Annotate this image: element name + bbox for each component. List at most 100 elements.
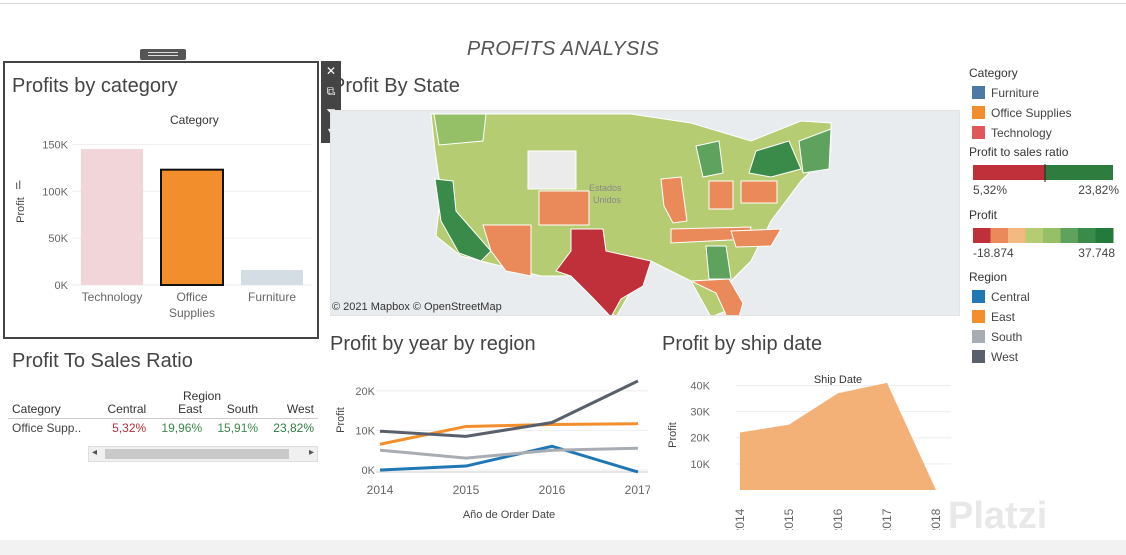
category-legend-item[interactable]: Technology [972,126,1119,140]
drag-handle[interactable] [140,49,186,60]
scroll-right-icon[interactable]: ▸ [308,447,314,458]
ratio-table: Category Central East South West Office Supp… [8,400,318,437]
line-east[interactable] [379,422,639,446]
y-axis-label: Profit [15,197,27,223]
profit-range-labels: -18.874 37.748 [969,246,1119,262]
table-cell[interactable]: 15,91% [217,421,259,435]
legend-swatch [972,290,985,303]
profit-ramp-step [1060,228,1079,243]
legend-label: East [991,310,1016,324]
x-tick-label: Supplies [169,306,215,320]
ratio-color-ramp[interactable] [969,164,1115,182]
legend-label: Central [991,290,1030,304]
table-cell[interactable]: 23,82% [273,421,314,435]
map-canvas: Estados Unidos [331,111,959,315]
table-cell[interactable]: 19,96% [161,421,203,435]
bar-chart-icon: ıl [15,178,21,192]
y-tick-label: 20K [690,433,710,445]
x-tick-label: 2015 [782,508,796,530]
x-tick-label: 2016 [539,483,566,497]
legend-label: West [991,350,1019,364]
legend-panel: Category Furniture Office Supplies Technol… [969,66,1119,364]
y-tick-label: 150K [42,139,68,151]
x-tick-label: Technology [82,290,143,304]
line-south[interactable] [379,446,639,460]
profit-by-year-chart: Profit 0K 10K 20K 2014 2015 2016 2017 Año de Ord… [335,379,650,521]
ratio-table-row[interactable]: Office Supp.. 5,32% 19,96% 15,91% 23,82% [8,418,318,438]
category-legend: Furniture Office Supplies Technology [969,86,1119,140]
y-axis-label: Profit [667,422,679,448]
line-central[interactable] [379,444,639,474]
region-legend-item[interactable]: East [972,310,1119,324]
x-tick-label: 2018 [929,508,943,530]
scroll-left-icon[interactable]: ◂ [92,447,98,458]
ship-date-header: Ship Date [814,374,862,386]
table-column-header: West [286,402,314,416]
map-label-1: Estados [589,183,622,193]
ratio-table-header-row: Category Central East South West [8,400,318,419]
profit-max: 37.748 [1078,246,1115,260]
region-legend-item[interactable]: Central [972,290,1119,304]
x-tick-label: Furniture [248,290,296,304]
ratio-min: 5,32% [973,183,1008,197]
region-legend-item[interactable]: West [972,350,1119,364]
ratio-legend-title: Profit to sales ratio [969,145,1069,159]
profit-by-year-title: Profit by year by region [330,333,536,355]
x-tick-label: 2015 [453,483,480,497]
profit-by-ship-title: Profit by ship date [662,333,823,355]
open-external-icon[interactable]: ⧉ [326,84,336,98]
profit-min: -18.874 [973,246,1014,260]
table-cell[interactable]: Office Supp.. [12,421,82,435]
top-border [0,0,1126,4]
profit-ramp-step [1078,228,1096,243]
ratio-range-labels: 5,32% 23,82% [969,183,1119,199]
bar-office-supplies[interactable] [160,168,224,286]
map-label-2: Unidos [593,195,622,205]
legend-swatch [972,126,985,139]
category-legend-item[interactable]: Office Supplies [972,106,1119,120]
ratio-table-title: Profit To Sales Ratio [12,350,193,372]
horizontal-scrollbar[interactable]: ◂ ▸ [88,446,318,462]
legend-swatch [972,310,985,323]
category-header: Category [170,113,219,127]
bar-technology[interactable] [81,149,143,285]
profit-area[interactable] [740,382,936,490]
y-tick-label: 0K [55,280,69,292]
category-legend-title: Category [969,66,1018,80]
legend-label: Furniture [991,86,1040,100]
profit-ramp-step [1008,228,1026,243]
us-map[interactable]: Estados Unidos [330,110,960,316]
profit-ramp-step [1043,228,1061,243]
profit-ramp-step [973,228,991,243]
region-legend: Central East South West [969,290,1119,364]
y-tick-label: 100K [42,186,68,198]
profit-color-ramp[interactable] [969,227,1115,245]
profit-legend-title: Profit [969,208,998,222]
profit-ramp-step [1095,228,1114,243]
x-axis-label: Año de Order Date [463,509,555,521]
profits-by-category-chart: Profit 0K 50K 100K 150K Technology Office Suppl… [15,139,312,320]
profit-by-ship-chart: Ship Date Profit 10K 20K 30K 40K 2014 2015 2016 2… [667,374,951,530]
region-legend-item[interactable]: South [972,330,1119,344]
x-tick-label: 2016 [831,508,845,530]
x-tick-label: Office [176,290,207,304]
profit-ramp-step [1025,228,1044,243]
legend-swatch [972,330,985,343]
legend-swatch [972,86,985,99]
table-cell[interactable]: 5,32% [112,421,147,435]
scrollbar-thumb[interactable] [105,449,289,459]
line-west[interactable] [379,379,639,438]
x-tick-label: 2014 [733,508,747,530]
bar-furniture[interactable] [241,270,303,285]
close-icon[interactable]: ✕ [325,64,337,78]
y-tick-label: 0K [362,465,376,477]
map-attribution: © 2021 Mapbox © OpenStreetMap [332,301,502,313]
y-axis-label: Profit [335,407,347,433]
platzi-watermark: Platzi [948,495,1048,537]
category-legend-item[interactable]: Furniture [972,86,1119,100]
ratio-max: 23,82% [1078,183,1119,197]
legend-label: South [991,330,1023,344]
dashboard-title: PROFITS ANALYSIS [466,38,660,60]
ratio-table-region-header: Region [183,389,222,403]
y-tick-label: 40K [690,380,710,392]
